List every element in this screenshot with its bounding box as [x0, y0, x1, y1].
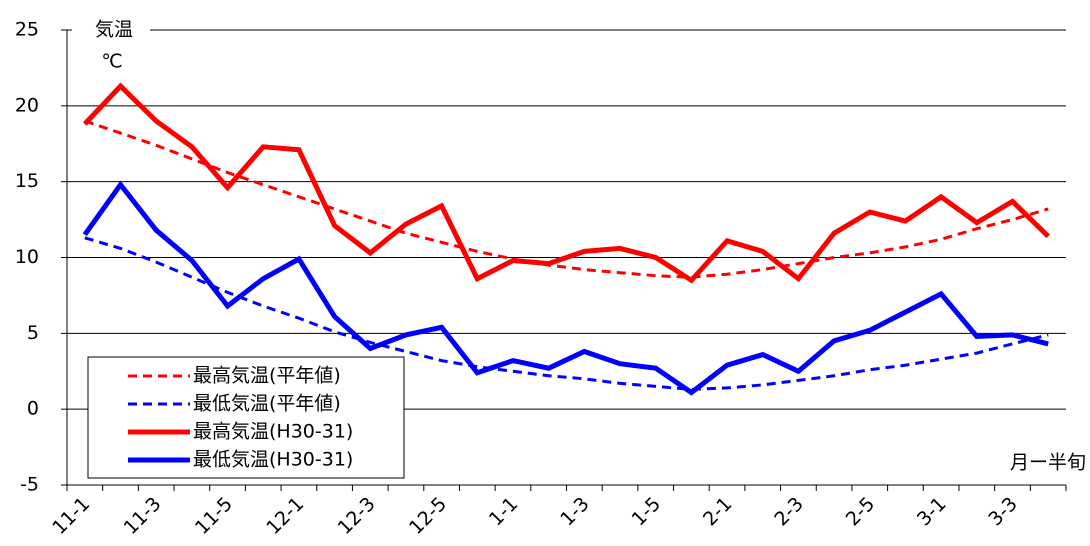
- x-tick-label: 11-1: [48, 493, 94, 539]
- x-tick-label: 3-3: [984, 493, 1022, 531]
- y-tick-label: 20: [15, 94, 39, 116]
- x-tick-label: 3-1: [913, 493, 951, 531]
- x-tick-label: 2-1: [699, 493, 737, 531]
- series-line: [82, 180, 1049, 396]
- x-axis-title: 月ー半旬: [1010, 452, 1086, 474]
- y-tick-label: 15: [15, 170, 39, 192]
- x-tick-label: 2-5: [842, 493, 880, 531]
- y-tick-label: -5: [20, 474, 39, 496]
- title-backdrop: [72, 14, 150, 46]
- legend-label: 最低気温(平年値): [193, 393, 341, 415]
- x-tick-label: 11-3: [120, 493, 166, 539]
- y-axis-title: 気温: [95, 19, 133, 41]
- legend-label: 最高気温(H30-31): [193, 421, 353, 443]
- x-tick-label: 2-3: [770, 493, 808, 531]
- series-line: [84, 119, 1049, 279]
- y-tick-label: 10: [15, 246, 39, 268]
- legend-label: 最高気温(平年値): [193, 365, 341, 387]
- x-tick-label: 1-5: [628, 493, 666, 531]
- series-line: [84, 236, 1049, 391]
- x-tick-label: 1-1: [485, 493, 523, 531]
- y-tick-label: 5: [27, 322, 39, 344]
- lines: [82, 82, 1050, 396]
- x-tick-label: 1-3: [556, 493, 594, 531]
- y-axis-unit: ℃: [101, 51, 122, 73]
- legend-label: 最低気温(H30-31): [193, 449, 353, 471]
- series-line: [82, 82, 1050, 284]
- y-tick-label: 25: [15, 19, 39, 41]
- x-tick-label: 11-5: [191, 493, 237, 539]
- x-tick-label: 12-3: [334, 493, 380, 539]
- x-tick-label: 12-1: [262, 493, 308, 539]
- y-tick-label: 0: [27, 398, 39, 420]
- legend: 最高気温(平年値) 最低気温(平年値) 最高気温(H30-31) 最低気温(H30-3…: [128, 365, 353, 471]
- x-tick-label: 12-5: [405, 493, 451, 539]
